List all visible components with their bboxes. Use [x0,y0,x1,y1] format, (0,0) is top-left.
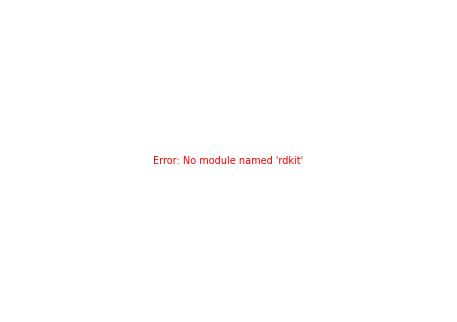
Text: Error: No module named 'rdkit': Error: No module named 'rdkit' [154,156,303,166]
